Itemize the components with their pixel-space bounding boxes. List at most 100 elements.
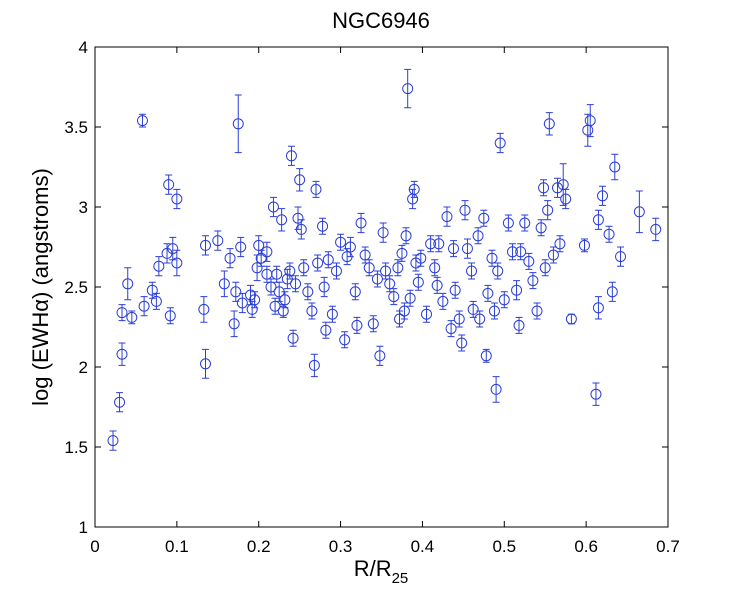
point (150, 295, 162, 307)
point (511, 284, 523, 296)
point (269, 300, 281, 312)
error-bar (376, 345, 384, 366)
point (171, 257, 183, 269)
point (116, 307, 128, 319)
error-bar (230, 310, 238, 338)
y-tick-label: 1 (79, 518, 88, 537)
chart-title: NGC6946 (332, 8, 430, 33)
error-bar (238, 292, 246, 314)
error-bar (592, 382, 600, 406)
error-bar (581, 238, 589, 253)
y-tick-label: 1.5 (64, 438, 88, 457)
point (290, 278, 302, 290)
error-bar (220, 270, 228, 298)
point (400, 230, 412, 242)
error-bar (234, 94, 242, 154)
point (502, 217, 514, 229)
error-bar (608, 281, 616, 302)
point (453, 313, 465, 325)
point (230, 286, 242, 298)
error-bar (173, 188, 181, 210)
point (433, 238, 445, 250)
error-bar (165, 174, 173, 195)
point (480, 350, 492, 362)
point (597, 190, 609, 202)
point (377, 227, 389, 239)
point (122, 278, 134, 290)
error-bar (611, 153, 619, 181)
point (335, 236, 347, 248)
point (138, 300, 150, 312)
point (523, 255, 535, 267)
error-bar (200, 296, 208, 323)
point (408, 183, 420, 195)
point (276, 214, 288, 226)
point (228, 318, 240, 330)
error-bar (562, 188, 570, 210)
point (224, 252, 236, 264)
error-bar (109, 430, 117, 451)
error-bar (124, 267, 132, 301)
point (322, 254, 334, 266)
point (584, 115, 596, 127)
point (312, 257, 324, 269)
error-bar (226, 248, 234, 269)
point (579, 239, 591, 251)
point (355, 217, 367, 229)
point (515, 246, 527, 258)
point (449, 284, 461, 296)
point (396, 247, 408, 259)
point (267, 201, 279, 213)
point (374, 350, 386, 362)
point (650, 223, 662, 235)
error-bar (297, 219, 305, 240)
point (425, 238, 437, 250)
point (535, 222, 547, 234)
error-bar (116, 392, 124, 413)
point (547, 249, 559, 261)
point (107, 435, 119, 447)
point (320, 324, 332, 336)
point (349, 286, 361, 298)
point (404, 292, 416, 304)
point (330, 265, 342, 277)
x-axis-label: R/R25 (354, 556, 409, 587)
point (351, 319, 363, 331)
x-tick-label: 0.2 (247, 537, 271, 556)
error-bar (163, 243, 171, 264)
error-bar (269, 196, 277, 218)
point (467, 303, 479, 315)
error-bar (118, 342, 126, 366)
point (538, 182, 550, 194)
error-bar (545, 112, 553, 136)
point (445, 323, 457, 335)
error-bar (278, 208, 286, 232)
point (633, 206, 645, 218)
point (308, 359, 320, 371)
point (398, 305, 410, 317)
error-bar (320, 276, 328, 298)
error-bar (173, 249, 181, 277)
point (200, 358, 212, 370)
point (261, 246, 273, 258)
error-bar (287, 145, 295, 166)
point (339, 334, 351, 346)
point (232, 118, 244, 130)
point (367, 318, 379, 330)
y-tick-label: 3 (79, 198, 88, 217)
point (287, 332, 299, 344)
point (255, 252, 267, 264)
point (531, 305, 543, 317)
point (167, 243, 179, 255)
point (384, 278, 396, 290)
point (402, 83, 414, 95)
point (482, 287, 494, 299)
error-bar (237, 236, 245, 258)
error-bar (138, 113, 146, 128)
point (302, 286, 314, 298)
point (606, 286, 618, 298)
point (164, 310, 176, 322)
error-bar (482, 348, 490, 363)
error-bar (379, 222, 387, 243)
point (218, 278, 230, 290)
